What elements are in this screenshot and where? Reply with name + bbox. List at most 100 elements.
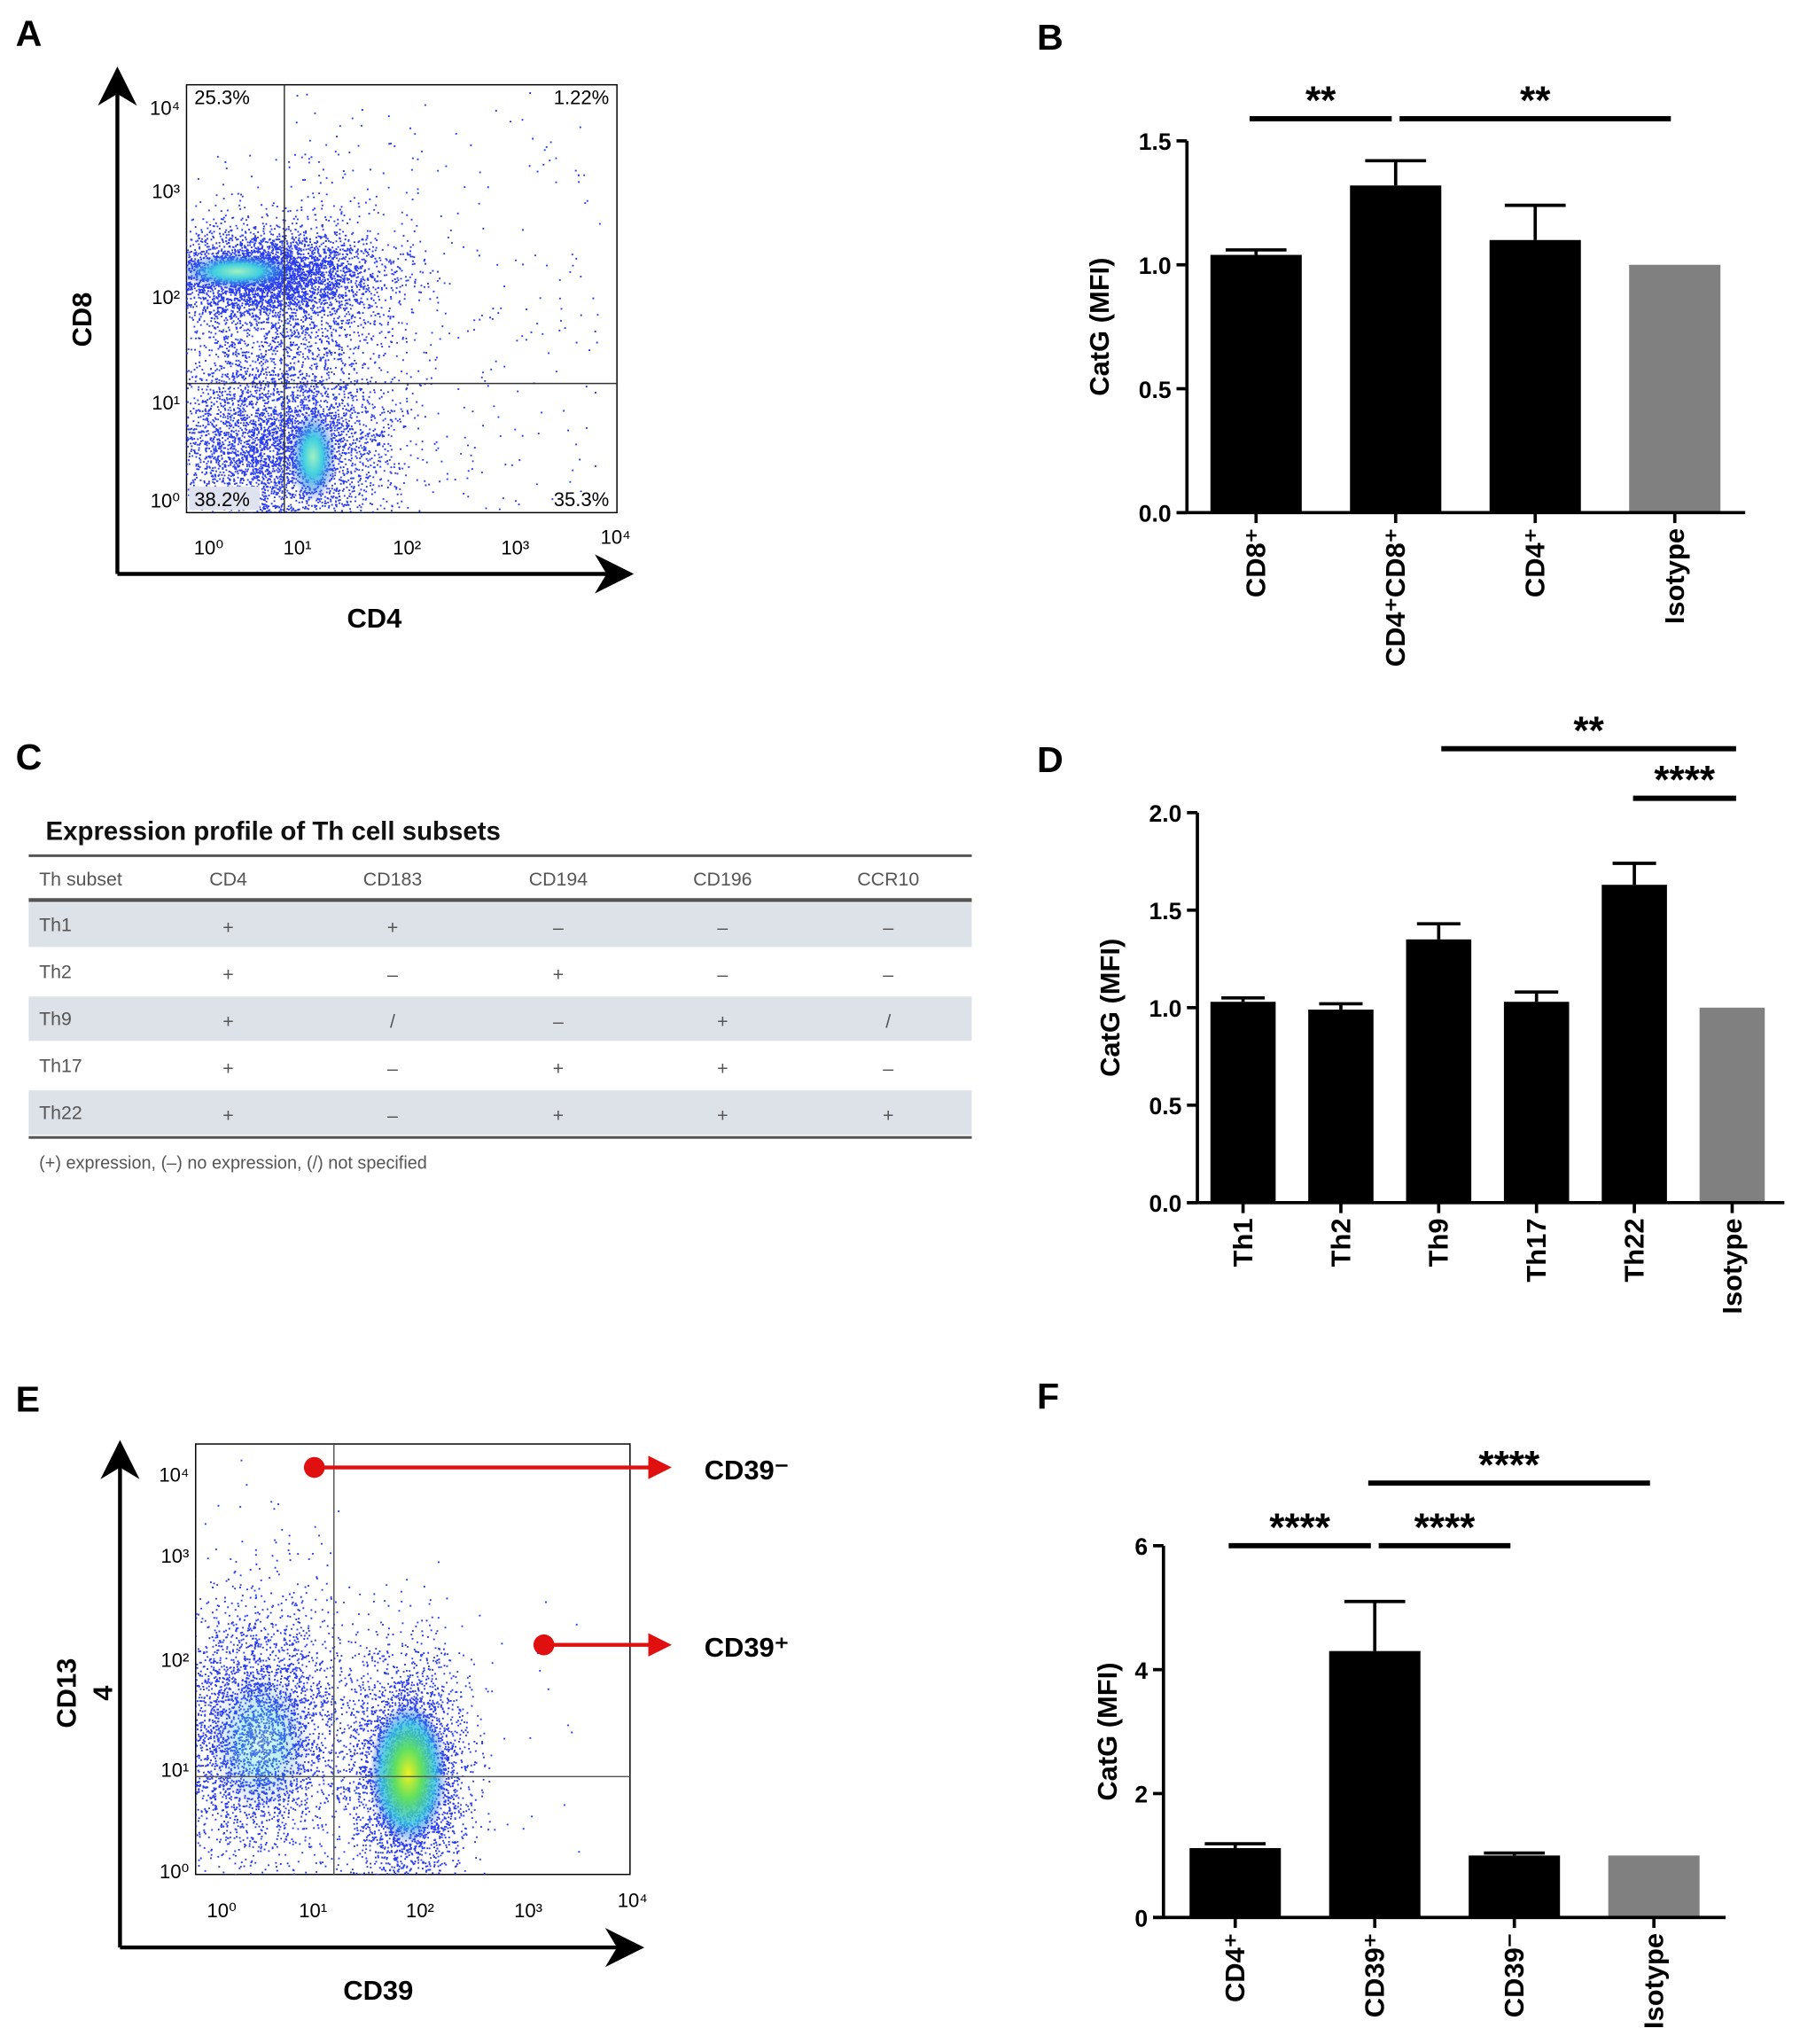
table-cell: + — [717, 1105, 728, 1127]
table-cell: + — [222, 1011, 233, 1033]
significance-label: **** — [1269, 1506, 1331, 1549]
y-tick-label: 0.0 — [1149, 1190, 1182, 1217]
table-cell: + — [553, 1105, 564, 1127]
quadrant-ll: 38.2% — [194, 488, 250, 511]
table-row: Th1 + + – – – — [28, 902, 972, 948]
flow-plot-e: 10⁴ 10³ 10² 10¹ 10⁰ 10⁰ 10¹ 10² 10³ 10⁴ … — [51, 1439, 789, 2006]
table-c: Expression profile of Th cell subsets Th… — [28, 817, 972, 1174]
x-tick-label: CD39⁻ — [1499, 1933, 1530, 2017]
y-axis-label: CD13 — [51, 1658, 82, 1728]
row-label: Th22 — [39, 1103, 82, 1124]
x-tick: 10⁰ — [206, 1900, 237, 1922]
panel-letter-a: A — [16, 13, 43, 54]
table-cell: + — [222, 1105, 233, 1127]
event-dots — [186, 92, 601, 513]
row-label: Th9 — [39, 1009, 72, 1030]
significance-label: ** — [1520, 79, 1551, 122]
table-cell: + — [717, 1058, 728, 1080]
x-axis-label: CD4 — [347, 603, 402, 634]
table-cell: – — [717, 917, 728, 939]
row-label: Th2 — [39, 962, 72, 983]
y-tick: 10² — [161, 1650, 190, 1672]
x-tick: 10⁴ — [618, 1889, 648, 1911]
x-tick: 10² — [406, 1900, 434, 1922]
row-label: Th1 — [39, 915, 72, 936]
panel-letter-e: E — [16, 1378, 40, 1419]
x-tick-label: Th1 — [1227, 1218, 1258, 1267]
significance-label: **** — [1478, 1443, 1540, 1486]
bar — [1210, 254, 1302, 513]
y-tick: 10⁰ — [151, 489, 181, 511]
density-cd8 — [186, 253, 297, 290]
table-cell: – — [387, 1105, 398, 1127]
significance-label: **** — [1414, 1506, 1477, 1549]
y-axis-label: CatG (MFI) — [1084, 258, 1115, 396]
flow-plot-a: 25.3% 1.22% 38.2% 35.3% 10⁴ 10³ 10² 10¹ … — [66, 66, 635, 634]
y-tick-label: 2.0 — [1149, 800, 1182, 827]
x-tick-label: CD4⁺ — [1219, 1933, 1251, 2002]
table-row: Th22 + – + + + — [28, 1090, 972, 1135]
row-shade — [28, 996, 972, 1042]
panel-letter-d: D — [1037, 739, 1064, 780]
bar — [1503, 1002, 1570, 1203]
table-cell: + — [387, 917, 398, 939]
x-tick-label: CD4⁺ — [1520, 528, 1551, 597]
plot-frame — [185, 83, 618, 514]
x-tick: 10¹ — [299, 1900, 327, 1922]
y-tick: 10⁴ — [159, 1464, 189, 1486]
gate-label-cd39-pos: CD39⁺ — [705, 1632, 789, 1663]
y-axis-label: CatG (MFI) — [1092, 1662, 1123, 1800]
bar — [1629, 264, 1721, 513]
quadrant-ur: 1.22% — [554, 87, 610, 109]
table-footnote: (+) expression, (–) no expression, (/) n… — [39, 1154, 427, 1174]
panel-letter-c: C — [16, 737, 43, 777]
table-cell: + — [222, 917, 233, 939]
bar — [1601, 885, 1667, 1203]
y-tick: 10⁴ — [150, 98, 180, 120]
bar — [1210, 1002, 1276, 1203]
table-cell: – — [883, 964, 893, 986]
y-tick: 10⁰ — [160, 1861, 190, 1883]
bar — [1608, 1855, 1700, 1918]
y-axis-label: CD8 — [66, 293, 97, 347]
y-tick-label: 1.5 — [1149, 898, 1182, 924]
row-shade — [28, 1090, 972, 1135]
row-label: Th17 — [39, 1056, 82, 1077]
column-header: CD183 — [363, 869, 422, 890]
column-header: CCR10 — [857, 869, 919, 890]
x-tick-label: CD39⁺ — [1360, 1933, 1391, 2017]
table-cell: + — [222, 964, 233, 986]
bar-chart-d: Th1 Th2 Th9 Th17 Th22 Isotype 0.0 0.5 1.0 1.5 2.0 C… — [1095, 709, 1785, 1315]
bar-chart-b: CD8⁺ CD4⁺CD8⁺ CD4⁺ Isotype 0.0 0.5 1.0 1.5 CatG … — [1084, 79, 1746, 667]
y-tick: 10³ — [161, 1545, 190, 1567]
density-cd39-pos — [369, 1702, 448, 1846]
bar — [1308, 1010, 1374, 1203]
bar — [1406, 939, 1472, 1203]
y-tick: 10² — [152, 286, 180, 308]
table-cell: – — [883, 917, 893, 939]
gate-label-cd39-neg: CD39⁻ — [705, 1455, 789, 1486]
column-header: CD4 — [209, 869, 247, 890]
table-cell: + — [553, 964, 564, 986]
x-tick-label: Isotype — [1659, 528, 1690, 624]
y-tick-label: 2 — [1134, 1782, 1148, 1808]
quadrant-lr: 35.3% — [554, 488, 610, 511]
table-cell: – — [717, 964, 728, 986]
significance-label: ** — [1305, 79, 1336, 122]
y-tick-label: 0.5 — [1139, 377, 1172, 403]
x-tick-label: Th2 — [1325, 1218, 1356, 1267]
x-tick: 10¹ — [284, 536, 312, 558]
y-tick: 10¹ — [152, 392, 180, 414]
y-tick-label: 4 — [1134, 1658, 1148, 1684]
column-header: CD194 — [529, 869, 588, 890]
column-header: CD196 — [693, 869, 752, 890]
table-cell: – — [387, 964, 398, 986]
x-tick-label: Th22 — [1618, 1218, 1649, 1282]
x-tick-label: Th9 — [1423, 1218, 1454, 1267]
table-cell: – — [553, 1011, 564, 1033]
x-tick: 10³ — [501, 536, 529, 558]
table-row: Th9 + / – + / — [28, 996, 972, 1042]
bar — [1189, 1847, 1282, 1918]
y-tick-label: 1.0 — [1149, 995, 1182, 1022]
